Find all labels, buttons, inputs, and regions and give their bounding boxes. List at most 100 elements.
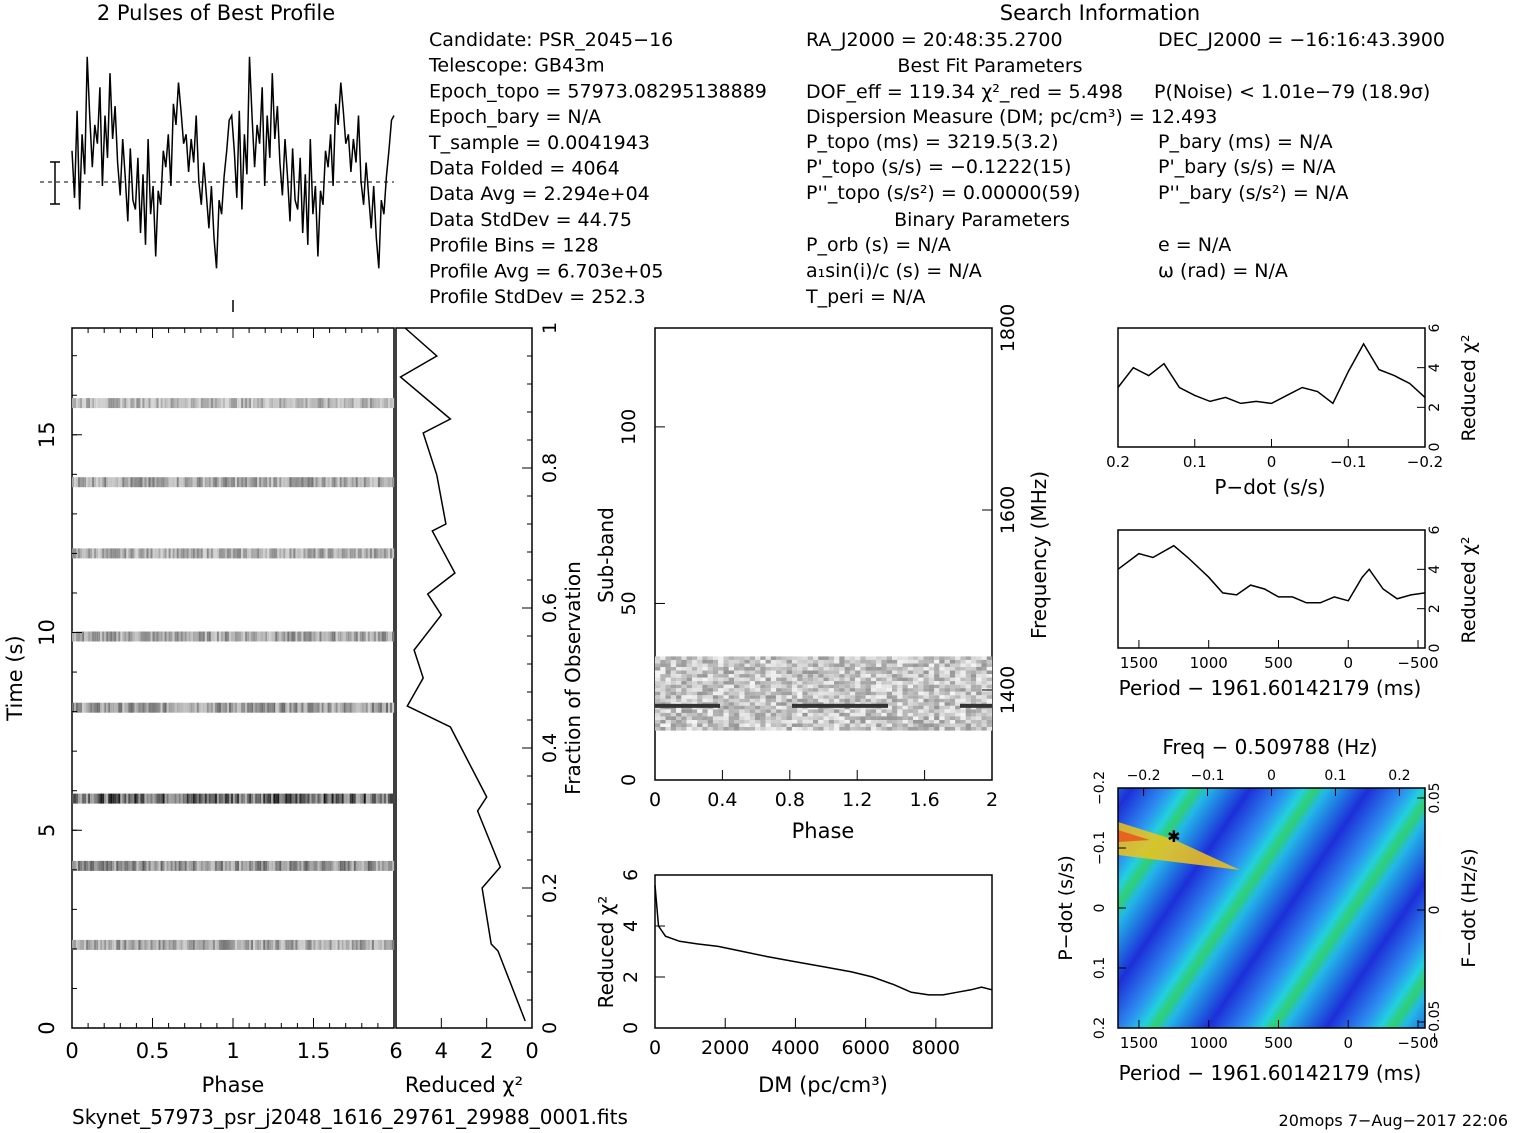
subband-cell (881, 727, 887, 731)
phase-band-segment (142, 548, 145, 559)
phase-band-segment (194, 477, 197, 488)
phase-band-segment (349, 860, 352, 871)
info-left-line: Profile Avg = 6.703e+05 (429, 260, 664, 282)
subband-cell (828, 688, 835, 692)
phase-band-segment (289, 631, 292, 642)
subband-cell (913, 698, 919, 703)
subband-cell (913, 712, 919, 717)
subband-cell (849, 698, 856, 703)
subband-cell (902, 702, 908, 706)
phase-band-segment (243, 398, 246, 409)
subband-cell (855, 670, 861, 675)
phase-band-segment (253, 860, 256, 871)
phase-band-segment (281, 793, 284, 804)
phase-band-segment (323, 477, 326, 488)
subband-cell (739, 656, 745, 660)
subband-cell (923, 695, 929, 699)
subband-cell (986, 716, 993, 720)
phase-band-segment (148, 793, 151, 804)
subband-cell (697, 670, 703, 675)
phase-band-segment (383, 793, 386, 804)
subband-cell (797, 723, 803, 728)
phase-band-segment (156, 702, 159, 713)
subband-cell (955, 674, 961, 678)
subband-cell (939, 674, 945, 678)
subband-cell (970, 684, 977, 689)
phase-band-segment (245, 793, 248, 804)
subband-cell (755, 670, 761, 675)
phase-band-segment (208, 398, 211, 409)
phase-band-segment (347, 477, 350, 488)
phase-band-segment (170, 860, 173, 871)
phase-band-segment (331, 702, 334, 713)
phase-band-segment (84, 939, 87, 950)
phase-band-segment (188, 860, 191, 871)
phase-band-segment (144, 702, 147, 713)
phase-band-segment (144, 477, 147, 488)
subband-cell (718, 670, 724, 675)
subband-cell (765, 702, 771, 706)
subband-cell (781, 723, 787, 728)
subband-cell (934, 709, 940, 713)
colormap-hotspot (1118, 822, 1240, 870)
subband-cell (697, 677, 703, 682)
subband-cell (923, 684, 929, 689)
subband-cell (770, 702, 777, 706)
porb-value: P_orb (s) = N/A (806, 234, 951, 256)
y2-tick-label: 1600 (997, 486, 1019, 534)
subband-cell (970, 716, 977, 720)
phase-band-segment (80, 398, 83, 409)
subband-cell (786, 720, 792, 724)
phase-band-segment (361, 793, 364, 804)
phase-band-segment (295, 860, 298, 871)
subband-cell (802, 695, 808, 699)
subband-cell (813, 684, 819, 689)
subband-cell (807, 720, 814, 724)
phase-band-segment (363, 702, 366, 713)
x-tick-label: 4 (435, 1039, 448, 1063)
phase-band-segment (355, 631, 358, 642)
phase-band-segment (170, 548, 173, 559)
phase-band-segment (357, 793, 360, 804)
phase-band-segment (231, 398, 234, 409)
subband-cell (818, 723, 824, 728)
phase-band-segment (156, 793, 159, 804)
x-tick-label: 0 (65, 1039, 78, 1063)
phase-band-segment (357, 548, 360, 559)
subband-cell (728, 681, 735, 685)
subband-cell (676, 727, 682, 731)
subband-cell (797, 656, 803, 660)
subband-cell (865, 695, 871, 699)
phase-band-segment (152, 939, 155, 950)
subband-cell (855, 688, 861, 692)
subband-cell (781, 688, 787, 692)
phase-band-segment (289, 398, 292, 409)
subband-cell (870, 709, 877, 713)
subband-cell (855, 727, 861, 731)
phase-band-segment (142, 939, 145, 950)
subband-cell (897, 716, 903, 720)
subband-cell (823, 709, 829, 713)
phase-band-segment (279, 702, 282, 713)
subband-cell (886, 695, 893, 699)
subband-cell (723, 681, 729, 685)
subband-cell (797, 691, 803, 696)
subband-cell (944, 695, 950, 699)
phase-band-segment (253, 548, 256, 559)
phase-band-segment (295, 939, 298, 950)
phase-band-segment (124, 631, 127, 642)
phase-band-segment (208, 939, 211, 950)
y-tick-label: 2 (1427, 604, 1443, 613)
phase-band-segment (172, 398, 175, 409)
phase-band-segment (341, 477, 344, 488)
subband-cell (902, 691, 908, 696)
phase-band-segment (212, 702, 215, 713)
phase-band-segment (309, 939, 312, 950)
phase-band-segment (164, 939, 167, 950)
phase-band-segment (311, 860, 314, 871)
subband-cell (881, 688, 887, 692)
phase-band-segment (124, 939, 127, 950)
phase-band-segment (343, 548, 346, 559)
phase-band-segment (257, 548, 260, 559)
